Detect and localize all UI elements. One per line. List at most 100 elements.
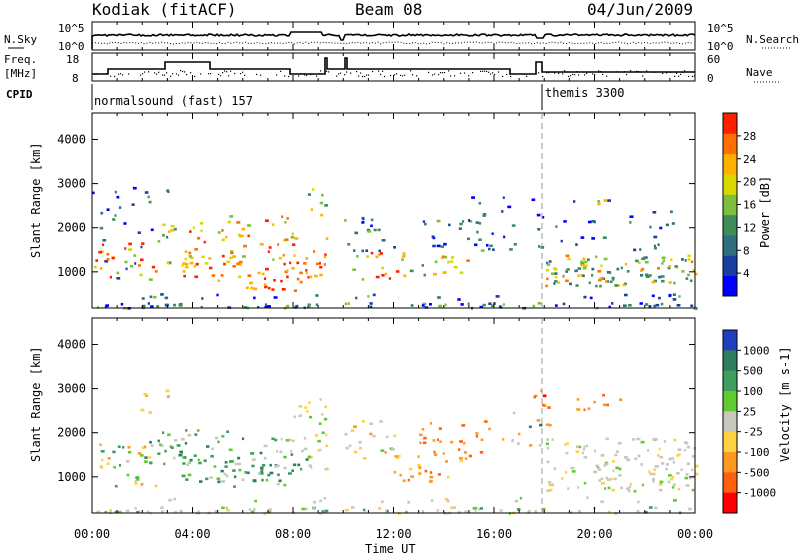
heatmap-cell [434,260,438,264]
heatmap-cell [653,279,657,283]
heatmap-cell [149,295,153,299]
heatmap-cell [259,243,264,246]
heatmap-cell [317,449,321,452]
heatmap-cell [269,471,274,475]
heatmap-cell [239,234,244,238]
heatmap-cell [582,257,586,261]
heatmap-cell [259,451,263,455]
heatmap-cell [377,228,381,232]
colorbar-tick-label: 16 [743,199,756,212]
heatmap-cell [299,271,303,275]
heatmap-cell [184,257,187,261]
heatmap-cell [509,248,513,251]
heatmap-cell [252,479,257,482]
heatmap-cell [440,245,445,248]
heatmap-cell [417,463,421,467]
nave-point [674,75,676,77]
nave-point [340,72,342,74]
heatmap-cell [106,258,110,261]
nave-point [256,73,258,75]
heatmap-cell [351,506,355,509]
heatmap-cell [410,304,414,307]
heatmap-cell [146,510,150,514]
heatmap-cell [253,296,256,300]
nave-point [186,74,188,76]
heatmap-cell [378,249,381,253]
heatmap-cell [469,220,473,223]
heatmap-cell [200,229,203,233]
x-tick-label: 12:00 [375,527,411,541]
heatmap-cell [602,236,607,239]
heatmap-cell [636,437,641,441]
heatmap-cell [635,259,639,263]
nave-point [344,74,346,76]
nave-point [362,75,364,78]
heatmap-cell [605,280,608,283]
heatmap-cell [320,213,324,217]
heatmap-cell [157,439,160,443]
nave-point [552,71,554,73]
nave-point [184,71,186,73]
heatmap-cell [305,507,308,511]
heatmap-cell [581,451,585,455]
heatmap-cell [648,274,652,277]
nsearch-tick-high: 10^5 [707,22,734,35]
heatmap-cell [187,433,192,437]
nave-point [298,75,300,77]
heatmap-cell [189,261,194,265]
heatmap-cell [393,246,396,249]
heatmap-cell [422,220,426,223]
heatmap-cell [672,298,677,301]
heatmap-cell [553,267,557,270]
heatmap-cell [600,477,604,481]
heatmap-cell [538,245,541,248]
heatmap-cell [464,457,468,460]
heatmap-cell [685,484,690,487]
heatmap-cell [264,305,269,309]
heatmap-cell [370,218,374,222]
heatmap-cell [672,483,676,486]
heatmap-cell [350,429,355,432]
heatmap-cell [148,278,153,281]
nave-point [96,73,98,75]
heatmap-cell [143,393,148,396]
heatmap-cell [665,463,669,466]
heatmap-cell [618,474,622,477]
heatmap-cell [575,243,578,246]
heatmap-cell [644,260,649,264]
heatmap-cell [660,275,665,278]
heatmap-cell [453,265,458,269]
heatmap-cell [644,303,649,306]
heatmap-cell [137,231,141,234]
heatmap-cell [429,422,432,425]
heatmap-cell [236,221,241,224]
heatmap-cell [603,257,608,261]
heatmap-cell [104,510,108,514]
colorbar-swatch [723,174,737,195]
heatmap-cell [443,242,447,246]
heatmap-cell [310,208,313,211]
heatmap-cell [670,258,673,262]
heatmap-cell [173,303,177,307]
heatmap-cell [457,298,461,301]
heatmap-cell [315,294,319,297]
heatmap-cell [147,195,150,199]
heatmap-cell [315,303,318,306]
heatmap-cell [182,262,187,265]
heatmap-cell [211,447,214,451]
heatmap-cell [583,408,586,412]
heatmap-cell [573,200,576,203]
heatmap-cell [694,464,699,468]
y-tick-label: 3000 [57,177,86,191]
heatmap-cell [98,250,102,254]
heatmap-cell [565,270,568,273]
heatmap-cell [478,222,482,225]
nave-point [404,74,406,76]
heatmap-cell [588,220,592,224]
heatmap-cell [111,256,115,260]
heatmap-cell [138,510,141,513]
heatmap-cell [502,196,505,199]
heatmap-cell [301,507,306,511]
heatmap-cell [280,279,283,283]
